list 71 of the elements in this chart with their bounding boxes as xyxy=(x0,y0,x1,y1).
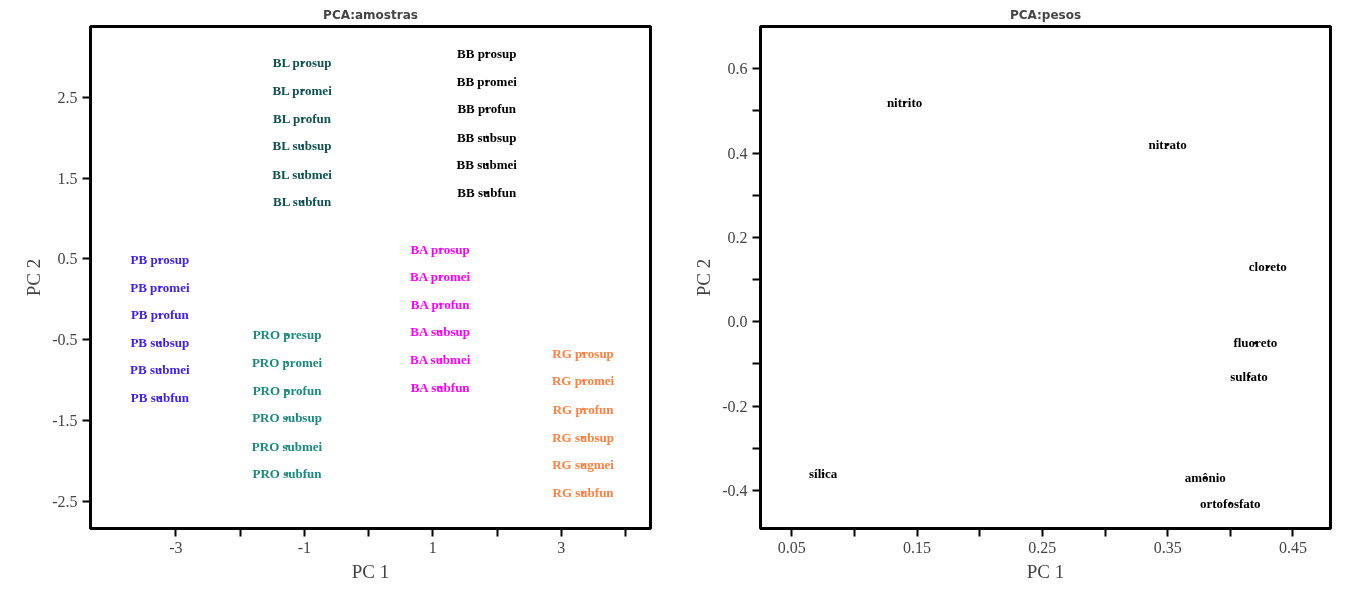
data-label: PRO subfun xyxy=(252,466,323,482)
data-label: amônio xyxy=(1184,470,1226,486)
data-label: BB prosup xyxy=(457,45,517,61)
x-tick-label: 0.45 xyxy=(1278,538,1307,556)
y-tick-label: 0.0 xyxy=(727,313,748,331)
x-tick-label: -3 xyxy=(169,538,183,556)
data-label: PRO submei xyxy=(251,438,323,454)
data-label: RG profun xyxy=(552,401,615,417)
data-label: BB subfun xyxy=(457,185,517,201)
data-label: BA prosup xyxy=(410,241,470,257)
data-label: PB subfun xyxy=(130,390,190,406)
data-label: PB subsup xyxy=(130,335,190,351)
data-label: BL subfun xyxy=(272,194,332,210)
y-axis-title: PC 2 xyxy=(23,258,45,297)
data-label: BB subsup xyxy=(456,129,517,145)
data-label: RG promei xyxy=(551,373,615,389)
y-axis-title: PC 2 xyxy=(693,258,715,297)
data-label: BL subsup xyxy=(272,138,332,154)
data-label: RG prosup xyxy=(552,345,614,361)
data-label: RG sugmei xyxy=(552,457,615,473)
data-label: PRO profun xyxy=(252,382,323,398)
x-axis-title: PC 1 xyxy=(351,560,390,582)
data-label: RG subfun xyxy=(552,485,615,501)
data-label: PB profun xyxy=(130,307,190,323)
data-label: BB profun xyxy=(457,101,517,117)
y-tick-label: 0.2 xyxy=(727,228,748,246)
data-label: BB submei xyxy=(456,157,518,173)
y-tick-label: 1.5 xyxy=(57,169,78,187)
x-tick-label: 0.05 xyxy=(777,538,806,556)
y-tick-label: 0.5 xyxy=(57,250,78,268)
x-tick-label: 0.25 xyxy=(1028,538,1057,556)
data-label: BL profun xyxy=(273,111,332,127)
y-tick-label: -0.4 xyxy=(722,482,748,500)
y-tick-label: -0.2 xyxy=(722,397,748,415)
x-tick-label: -1 xyxy=(297,538,312,556)
data-label: fluoreto xyxy=(1233,335,1278,351)
x-tick-label: 3 xyxy=(557,538,566,556)
data-label: BA subfun xyxy=(410,379,471,395)
data-label: BA subsup xyxy=(410,324,470,340)
data-label: PRO presup xyxy=(252,327,322,343)
data-label: BL promei xyxy=(272,82,333,98)
data-label: nitrito xyxy=(886,94,923,110)
data-label: sílica xyxy=(809,466,838,482)
data-label: PRO subsup xyxy=(252,410,322,426)
chart-title: PCA:amostras xyxy=(323,7,418,22)
data-label: PB submei xyxy=(130,362,191,378)
data-label: PB promei xyxy=(130,279,190,295)
data-label: BL submei xyxy=(272,166,333,182)
chart-title: PCA:pesos xyxy=(1009,7,1082,22)
data-label: ortofosfato xyxy=(1199,495,1261,511)
x-tick-label: 1 xyxy=(428,538,437,556)
y-tick-label: -0.5 xyxy=(52,331,78,349)
data-label: BA profun xyxy=(410,296,471,312)
y-tick-label: 0.6 xyxy=(727,60,748,78)
data-label: sulfato xyxy=(1230,369,1268,385)
data-label: BB promei xyxy=(456,73,518,89)
x-tick-label: 0.15 xyxy=(903,538,932,556)
x-axis-title: PC 1 xyxy=(1026,560,1065,582)
y-tick-label: 0.4 xyxy=(727,144,748,162)
y-tick-label: -1.5 xyxy=(52,411,78,429)
x-tick-label: 0.35 xyxy=(1153,538,1182,556)
y-tick-label: -2.5 xyxy=(52,492,78,510)
data-label: PB prosup xyxy=(130,252,190,268)
y-tick-label: 2.5 xyxy=(57,89,78,107)
data-label: BA promei xyxy=(410,269,471,285)
data-label: PRO promei xyxy=(251,354,323,370)
data-label: BL prosup xyxy=(272,55,332,71)
data-label: RG subsup xyxy=(552,429,614,445)
data-label: nitrato xyxy=(1148,137,1187,153)
data-label: BA submei xyxy=(409,352,471,368)
data-label: cloreto xyxy=(1248,259,1287,275)
